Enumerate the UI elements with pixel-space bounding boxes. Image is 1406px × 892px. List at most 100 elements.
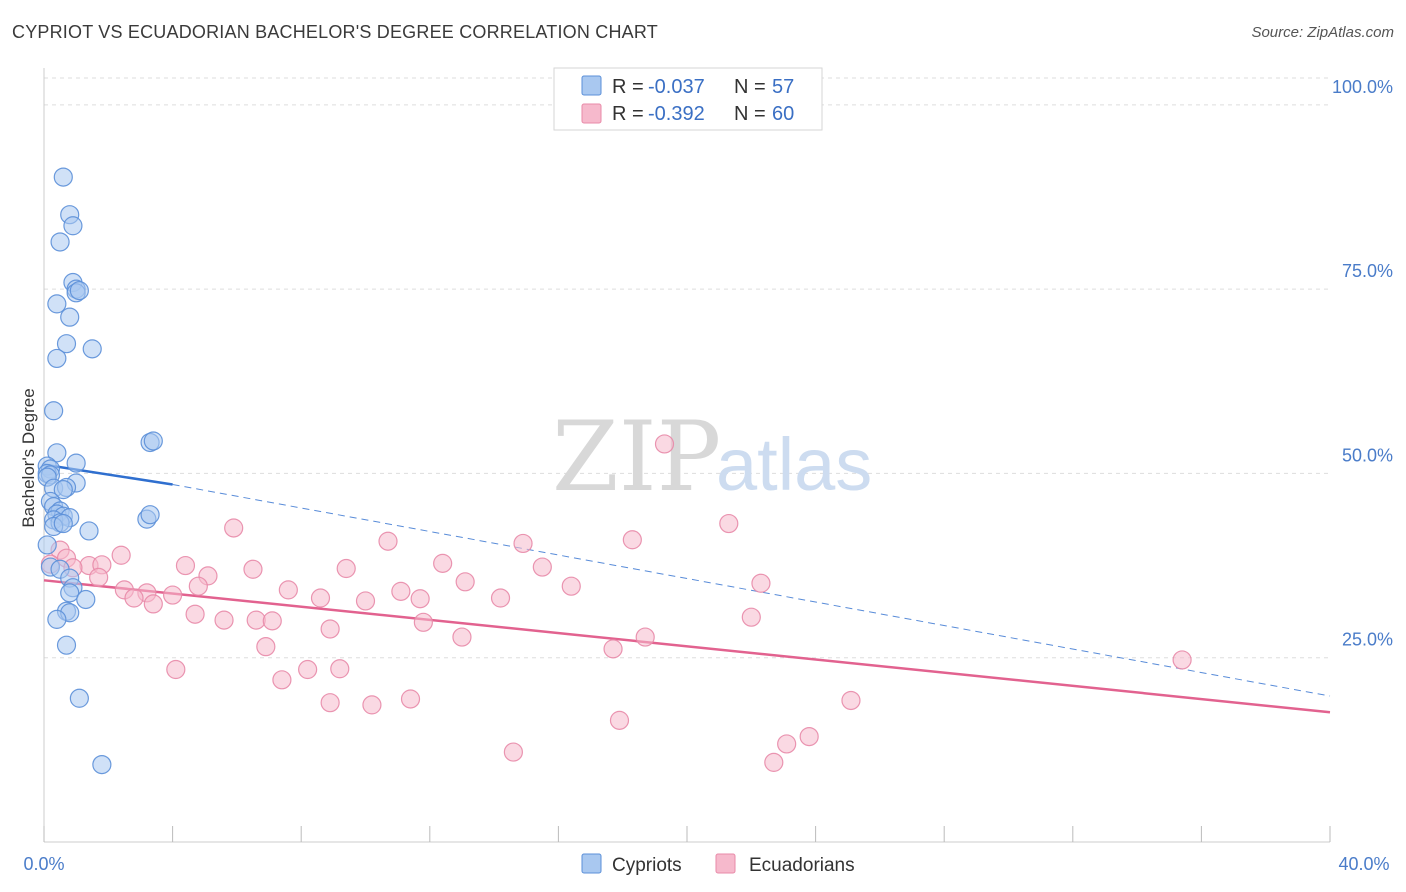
point-cypriots-2 [63,216,83,236]
y-tick-label-50: 50.0% [1342,445,1393,465]
point-ecuadorians-42 [603,639,623,659]
trend-line-ecuadorians [43,579,1331,714]
point-cypriots-13 [44,401,64,421]
y-tick-label-75: 75.0% [1342,261,1393,281]
trend-line-cypriots-dashed [172,483,1331,697]
x-tick-label-max: 40.0% [1338,854,1389,874]
point-cypriots-3 [50,232,70,252]
point-cypriots-38 [53,513,73,534]
point-cypriots-7 [69,281,89,301]
point-ecuadorians-47 [272,670,292,690]
point-ecuadorians-49 [330,659,350,679]
point-cypriots-17 [66,453,86,473]
point-ecuadorians-57 [799,726,819,747]
point-ecuadorians-5 [622,530,642,550]
legend: R = -0.037 N = 57 R = -0.392 N = 60 [553,67,823,131]
point-ecuadorians-39 [320,619,340,639]
point-ecuadorians-10 [111,545,131,565]
trend-line-cypriots [43,463,173,486]
legend-swatch-ecuadorians [581,103,602,124]
point-ecuadorians-0 [654,434,675,454]
point-ecuadorians-50 [320,693,340,713]
legend-r-label-1: R = [612,103,644,125]
point-cypriots-16 [47,443,67,463]
point-cypriots-8 [47,294,67,314]
data-points [37,167,1192,775]
point-ecuadorians-24 [163,585,183,605]
point-ecuadorians-4 [513,533,533,554]
point-cypriots-15 [143,431,163,451]
trend-lines [43,463,1331,714]
point-cypriots-50 [56,635,77,655]
point-ecuadorians-31 [188,576,208,596]
point-ecuadorians-2 [719,513,739,534]
y-tick-labels: 25.0% 50.0% 75.0% 100.0% [1332,77,1393,650]
point-cypriots-45 [60,583,80,603]
x-tick-label-min: 0.0% [23,854,64,874]
legend-r-value-0: -0.037 [648,76,705,98]
point-cypriots-12 [47,348,67,369]
point-ecuadorians-14 [243,559,263,579]
point-ecuadorians-54 [503,742,523,762]
x-tick-labels: 0.0% 40.0% [23,854,1389,874]
bottom-legend-swatch-cypriots [581,853,602,874]
point-ecuadorians-58 [764,752,784,772]
point-ecuadorians-30 [490,588,511,608]
point-cypriots-49 [47,609,67,629]
point-ecuadorians-55 [841,690,861,711]
point-ecuadorians-53 [609,710,630,730]
point-ecuadorians-32 [751,573,771,593]
point-ecuadorians-3 [378,531,398,551]
point-ecuadorians-45 [256,637,276,657]
point-ecuadorians-26 [310,588,331,608]
point-cypriots-40 [37,535,57,555]
point-ecuadorians-56 [777,734,797,754]
x-axis-ticks [43,826,1331,842]
point-ecuadorians-51 [362,695,382,715]
point-ecuadorians-59 [1172,650,1192,670]
legend-n-value-1: 60 [772,103,794,125]
y-tick-label-25: 25.0% [1342,630,1393,650]
point-cypriots-9 [60,307,80,327]
point-ecuadorians-21 [89,567,109,587]
chart-title: CYPRIOT VS ECUADORIAN BACHELOR'S DEGREE … [12,22,658,42]
point-ecuadorians-13 [175,555,196,576]
watermark-atlas: atlas [716,423,872,506]
point-cypriots-51 [69,688,89,708]
point-cypriots-46 [76,589,96,610]
bottom-legend: Cypriots Ecuadorians [581,853,855,876]
point-ecuadorians-35 [185,604,205,624]
point-ecuadorians-33 [124,588,144,608]
point-ecuadorians-1 [224,518,244,538]
point-ecuadorians-16 [433,553,453,573]
y-axis-label: Bachelor's Degree [19,388,38,527]
legend-swatch-cypriots [581,75,602,96]
legend-n-label-1: N = [734,103,766,125]
legend-n-label-0: N = [734,76,766,98]
watermark-zip: ZIP [552,401,721,513]
point-ecuadorians-43 [635,627,655,647]
point-cypriots-39 [79,521,99,541]
point-ecuadorians-46 [166,659,186,680]
point-ecuadorians-28 [391,581,411,601]
bottom-legend-label-cypriots: Cypriots [612,855,682,876]
legend-r-value-1: -0.392 [648,103,705,125]
grid-lines [44,77,1330,659]
watermark: ZIP atlas [552,401,872,513]
point-ecuadorians-40 [413,612,433,632]
point-cypriots-10 [56,334,77,354]
point-ecuadorians-48 [298,659,318,680]
point-ecuadorians-34 [143,594,163,614]
point-ecuadorians-19 [455,572,475,592]
point-cypriots-35 [140,505,160,525]
point-cypriots-52 [92,754,112,775]
bottom-legend-label-ecuadorians: Ecuadorians [749,855,855,876]
y-tick-label-100: 100.0% [1332,77,1393,97]
point-ecuadorians-52 [400,689,421,709]
point-ecuadorians-17 [532,557,552,577]
point-cypriots-26 [53,480,73,500]
bottom-legend-swatch-ecuadorians [715,853,736,874]
point-ecuadorians-38 [262,611,282,631]
legend-n-value-0: 57 [772,76,794,98]
